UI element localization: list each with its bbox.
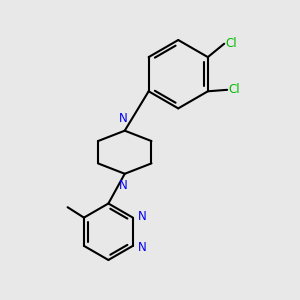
Text: Cl: Cl: [225, 37, 237, 50]
Text: N: N: [119, 179, 128, 192]
Text: N: N: [138, 210, 147, 223]
Text: N: N: [119, 112, 128, 125]
Text: N: N: [138, 241, 147, 254]
Text: Cl: Cl: [228, 83, 240, 96]
